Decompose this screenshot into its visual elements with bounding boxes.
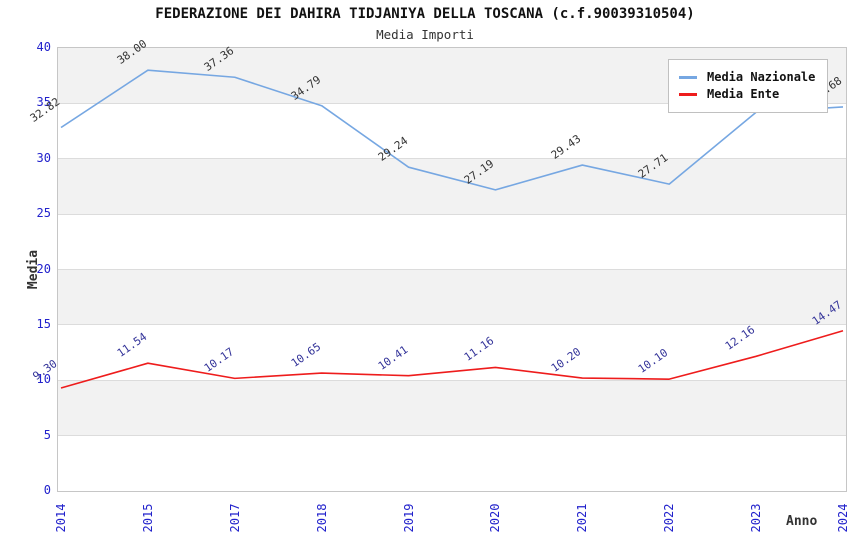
legend-label: Media Nazionale xyxy=(707,70,816,84)
series-line xyxy=(60,69,844,191)
band-stripe xyxy=(58,380,846,436)
gridline xyxy=(58,324,846,326)
legend-label: Media Ente xyxy=(707,87,780,101)
y-tick-label: 20 xyxy=(36,261,51,276)
x-tick-label: 2018 xyxy=(314,503,329,533)
x-tick-label: 2023 xyxy=(749,503,764,533)
series-lines xyxy=(60,69,844,389)
x-tick-label: 2024 xyxy=(836,503,850,533)
y-tick-label: 35 xyxy=(36,95,51,110)
chart-title: FEDERAZIONE DEI DAHIRA TIDJANIYA DELLA T… xyxy=(155,6,695,22)
y-tick-label: 0 xyxy=(43,483,51,497)
y-tick-label: 5 xyxy=(43,427,51,442)
x-tick-label: 2019 xyxy=(401,503,416,533)
legend-line-icon xyxy=(679,92,697,96)
x-tick-label: 2022 xyxy=(662,503,677,533)
gridline xyxy=(58,269,846,270)
y-tick-label: 15 xyxy=(36,316,51,331)
plot-area: 32.82 38.00 37.36 34.79 29.24 27.19 29.43 27.71… xyxy=(28,37,850,532)
legend-box: Media Nazionale Media Ente xyxy=(668,59,829,113)
x-tick-label: 2017 xyxy=(227,503,242,533)
band-stripe xyxy=(58,269,846,325)
legend-item: Media Ente xyxy=(679,87,815,101)
y-tick-label: 30 xyxy=(36,150,51,165)
y-tick-label: 10 xyxy=(36,372,51,387)
legend-line-icon xyxy=(679,75,697,79)
x-tick-label: 2015 xyxy=(140,503,155,533)
chart-subtitle: Media Importi xyxy=(376,27,474,42)
y-tick-label: 40 xyxy=(36,40,51,54)
x-axis-title: Anno xyxy=(786,514,818,529)
x-tick-label: 2021 xyxy=(575,503,590,533)
gridline xyxy=(58,435,846,437)
gridline xyxy=(58,213,846,215)
gridline xyxy=(58,379,846,381)
legend-item: Media Nazionale xyxy=(679,70,815,84)
x-tick-label: 2020 xyxy=(488,503,503,533)
x-tick-label: 2014 xyxy=(54,503,68,533)
gridline xyxy=(58,158,846,160)
series-line xyxy=(60,329,844,389)
y-tick-label: 25 xyxy=(36,206,51,221)
band-stripe xyxy=(58,158,846,215)
gridline xyxy=(58,102,846,104)
